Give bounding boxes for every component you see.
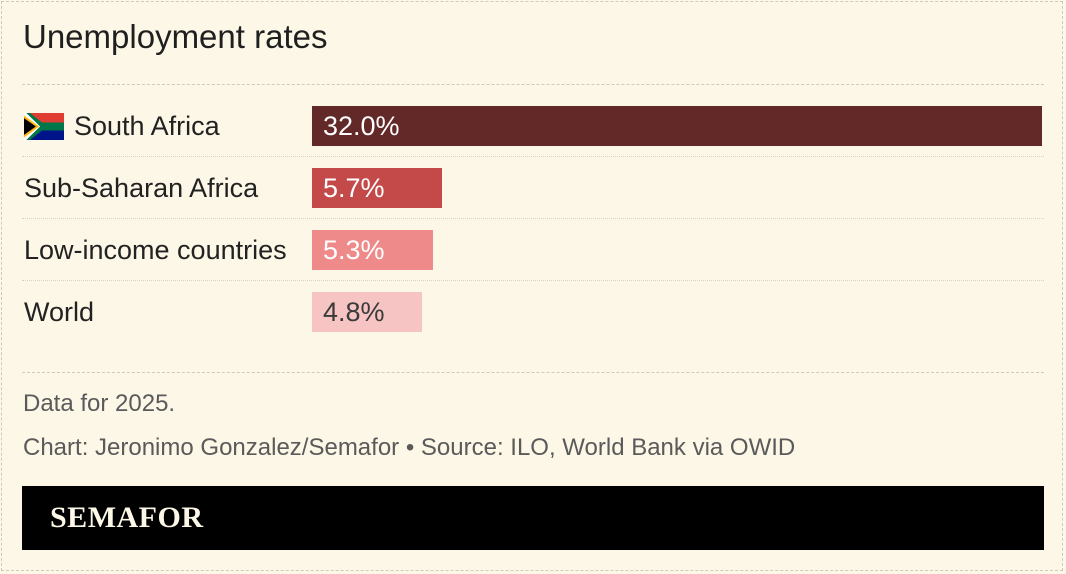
bar-value-label: 5.3% (323, 234, 385, 265)
footer-bar: SEMAFOR (22, 486, 1044, 550)
bar-sub-saharan-africa: 5.7% (312, 168, 442, 208)
category-label-text: World (24, 296, 95, 327)
header-divider (22, 84, 1044, 85)
bar-low-income-countries: 5.3% (312, 230, 433, 270)
bar-row-south-africa: South Africa 32.0% (0, 95, 1066, 157)
south-africa-flag-icon (24, 112, 64, 140)
bar-south-africa: 32.0% (312, 106, 1042, 146)
bar-row-sub-saharan-africa: Sub-Saharan Africa 5.7% (0, 157, 1066, 219)
bar-value-label: 32.0% (323, 110, 400, 141)
bar-value-label: 4.8% (323, 296, 385, 327)
row-divider (22, 218, 1044, 219)
category-label: Sub-Saharan Africa (24, 157, 258, 219)
semafor-logo: SEMAFOR (50, 501, 204, 534)
data-year-note: Data for 2025. (23, 390, 176, 417)
category-label: World (24, 281, 94, 343)
source-credit: Chart: Jeronimo Gonzalez/Semafor • Sourc… (23, 434, 796, 461)
category-label-text: South Africa (74, 110, 220, 141)
bar-world: 4.8% (312, 292, 422, 332)
bar-row-world: World 4.8% (0, 281, 1066, 343)
category-label-text: Low-income countries (24, 234, 287, 265)
chart-title: Unemployment rates (23, 18, 328, 55)
notes-divider (22, 372, 1044, 373)
category-label-text: Sub-Saharan Africa (24, 172, 259, 203)
row-divider (22, 280, 1044, 281)
bar-row-low-income-countries: Low-income countries 5.3% (0, 219, 1066, 281)
category-label: Low-income countries (24, 219, 287, 281)
row-divider (22, 156, 1044, 157)
bar-value-label: 5.7% (323, 172, 385, 203)
category-label: South Africa (24, 95, 220, 157)
